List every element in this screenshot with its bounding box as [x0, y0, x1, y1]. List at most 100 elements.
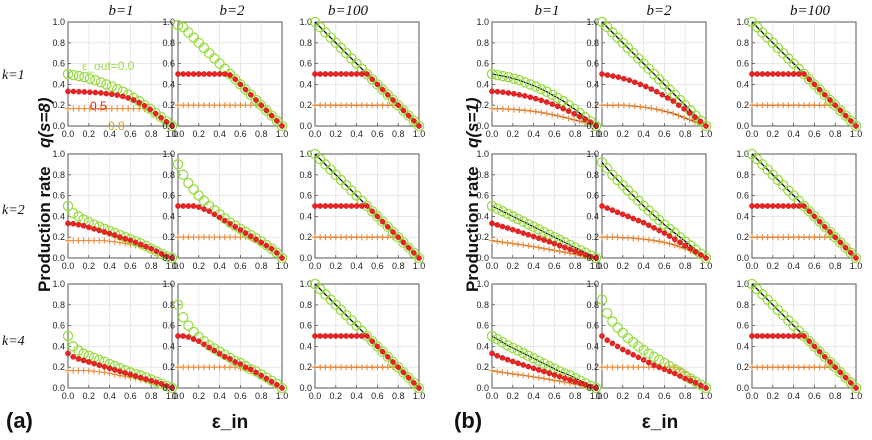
point-eps-0-5 [122, 235, 128, 242]
point-eps-0-5 [682, 375, 689, 382]
point-eps-0-5 [822, 223, 828, 230]
point-eps-0-5 [640, 357, 647, 363]
row-label-k2: k=2 [2, 203, 25, 218]
y-tick-label: 0.6 [586, 321, 599, 331]
point-eps-0-5 [348, 203, 355, 209]
point-eps-0-8 [201, 234, 207, 241]
point-eps-0-8 [96, 237, 103, 244]
col-label-a-b100: b=100 [328, 3, 369, 19]
point-eps-0-5 [201, 341, 207, 348]
point-eps-0-5 [268, 112, 275, 119]
point-eps-0-8 [364, 234, 370, 241]
point-eps-0-0 [538, 226, 550, 238]
y-tick-label: 1.0 [586, 149, 599, 159]
point-eps-0-8 [489, 105, 495, 112]
point-eps-0-5 [827, 97, 833, 103]
point-eps-0-8 [604, 102, 611, 109]
point-eps-0-5 [509, 358, 516, 365]
point-eps-0-8 [637, 103, 644, 110]
point-eps-0-0 [497, 336, 508, 348]
point-eps-0-0 [512, 213, 524, 225]
point-eps-0-0 [541, 86, 552, 97]
point-eps-0-5 [604, 337, 611, 343]
point-eps-0-0 [73, 345, 84, 356]
y-tick-label: 0.4 [299, 341, 312, 351]
x-tick-label: 0.8 [255, 129, 268, 139]
point-eps-0-5 [211, 71, 218, 77]
point-eps-0-5 [532, 95, 539, 102]
point-eps-0-5 [253, 236, 259, 243]
point-eps-0-5 [614, 343, 621, 350]
point-eps-0-5 [263, 107, 270, 114]
point-eps-0-5 [646, 359, 652, 366]
point-eps-0-5 [327, 203, 334, 209]
col-label-b-b2: b=2 [646, 3, 672, 19]
point-eps-0-5 [576, 113, 583, 120]
y-tick-label: 0.2 [299, 232, 312, 242]
point-eps-0-5 [400, 107, 407, 114]
y-tick-label: 0.6 [476, 321, 489, 331]
point-eps-0-8 [384, 234, 391, 241]
point-eps-0-5 [572, 378, 579, 385]
panel-tag-b: (b) [454, 408, 482, 433]
x-tick-label: 1.0 [850, 129, 863, 139]
y-tick-label: 0.4 [162, 341, 175, 351]
point-eps-0-5 [853, 385, 859, 391]
x-tick-label: 0.4 [103, 261, 116, 271]
y-tick-label: 0.4 [736, 211, 749, 221]
point-eps-0-8 [785, 234, 792, 241]
point-eps-0-8 [247, 102, 254, 109]
x-tick-label: 0.6 [124, 261, 137, 271]
point-eps-0-5 [832, 234, 839, 240]
point-eps-0-0 [183, 177, 194, 189]
point-eps-0-8 [549, 111, 556, 118]
point-eps-0-5 [332, 71, 339, 77]
x-tick-label: 0.6 [234, 391, 247, 401]
y-tick-label: 0.8 [162, 170, 175, 180]
y-tick-label: 0.6 [476, 191, 489, 201]
y-tick-label: 0.2 [586, 362, 599, 372]
point-eps-0-5 [599, 333, 605, 339]
point-eps-0-5 [201, 71, 207, 77]
y-tick-label: 1.0 [736, 149, 749, 159]
panel-b-b2-k4: 0.00.0 0.2 0.2 0.4 0.4 0.6 0.6 0.8 0.8 1.0 1.0 [586, 279, 712, 401]
point-eps-0-5 [749, 333, 755, 339]
point-eps-0-5 [332, 333, 339, 339]
x-tick-label: 0.8 [392, 129, 405, 139]
point-eps-0-8 [91, 237, 97, 244]
point-eps-0-8 [353, 102, 360, 109]
point-eps-0-0 [601, 163, 613, 174]
point-eps-0-5 [96, 362, 102, 368]
x-tick-label: 0.8 [255, 261, 268, 271]
point-eps-0-5 [185, 71, 192, 77]
point-eps-0-8 [237, 102, 244, 109]
point-eps-0-0 [643, 348, 655, 359]
point-eps-0-5 [572, 248, 579, 254]
point-eps-0-5 [494, 88, 501, 95]
point-eps-0-8 [775, 234, 781, 241]
point-eps-0-5 [364, 203, 370, 209]
x-tick-label: 0.4 [787, 261, 800, 271]
x-tick-label: 0.0 [596, 261, 609, 271]
point-eps-0-5 [759, 333, 766, 339]
point-eps-0-5 [511, 90, 517, 97]
point-eps-0-5 [515, 228, 521, 235]
point-eps-0-5 [237, 227, 244, 233]
point-eps-0-5 [390, 97, 396, 103]
y-tick-label: 0.8 [476, 38, 489, 48]
point-eps-0-5 [232, 223, 238, 230]
point-eps-0-8 [489, 367, 495, 374]
x-tick-label: 1.0 [276, 129, 289, 139]
point-eps-0-5 [536, 235, 542, 242]
point-eps-0-5 [672, 370, 678, 377]
point-eps-0-5 [543, 99, 550, 105]
x-tick-label: 0.4 [103, 129, 116, 139]
point-eps-0-8 [609, 102, 616, 109]
panel-b-b1-k2: 0.00.00.20.20.40.40.60.60.80.81.01.0 [476, 149, 602, 271]
point-eps-0-5 [630, 351, 637, 358]
point-eps-0-8 [117, 239, 123, 246]
x-tick-label: 1.0 [700, 261, 713, 271]
point-eps-0-5 [775, 203, 781, 209]
x-tick-label: 0.4 [213, 261, 226, 271]
point-eps-0-0 [502, 340, 513, 351]
